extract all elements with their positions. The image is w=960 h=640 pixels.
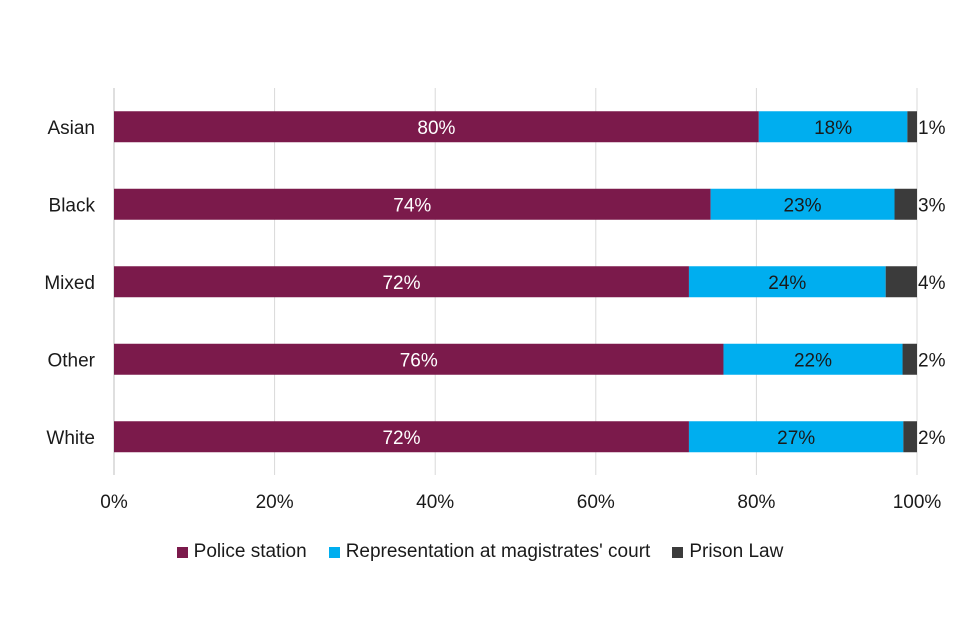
bar-white-prison-law (903, 421, 917, 453)
data-label-mixed-representation-at-magistrates-court: 24% (768, 273, 806, 294)
data-label-other-police-station: 76% (400, 350, 438, 371)
bar-white-police-station (114, 421, 689, 453)
legend: Police station Representation at magistr… (0, 538, 960, 566)
legend-item-prison-law: Prison Law (672, 541, 783, 563)
bar-black-representation-at-magistrates-court (710, 188, 895, 220)
category-label-white: White (46, 428, 95, 449)
category-label-other: Other (47, 350, 95, 371)
legend-swatch-police-station (176, 546, 188, 558)
bar-mixed-prison-law (885, 266, 917, 298)
data-label-asian-police-station: 80% (417, 118, 455, 139)
data-label-white-police-station: 72% (382, 428, 420, 449)
data-label-other-prison-law: 2% (918, 350, 946, 371)
bar-asian-prison-law (907, 111, 917, 143)
bar-asian-representation-at-magistrates-court (758, 111, 908, 143)
data-label-white-prison-law: 2% (918, 428, 946, 449)
x-tick-label: 100% (893, 492, 942, 513)
bar-mixed-police-station (114, 266, 689, 298)
data-label-black-representation-at-magistrates-court: 23% (784, 195, 822, 216)
bar-asian-police-station (114, 111, 759, 143)
bar-white-representation-at-magistrates-court (688, 421, 904, 453)
bar-other-representation-at-magistrates-court (723, 343, 903, 375)
legend-label-prison-law: Prison Law (689, 541, 784, 562)
legend-item-magistrates-court: Representation at magistrates' court (328, 541, 651, 563)
bar-mixed-representation-at-magistrates-court (688, 266, 886, 298)
x-tick-label: 20% (256, 492, 294, 513)
bar-black-police-station (114, 188, 711, 220)
legend-swatch-magistrates-court (328, 546, 340, 558)
data-label-mixed-prison-law: 4% (918, 273, 946, 294)
data-label-black-prison-law: 3% (918, 195, 946, 216)
legend-item-police-station: Police station (176, 541, 307, 563)
bar-other-police-station (114, 343, 724, 375)
x-tick-label: 0% (100, 492, 128, 513)
legend-label-magistrates-court: Representation at magistrates' court (345, 541, 651, 562)
category-label-mixed: Mixed (44, 273, 95, 294)
data-label-mixed-police-station: 72% (382, 273, 420, 294)
legend-swatch-prison-law (672, 546, 684, 558)
category-label-black: Black (49, 195, 96, 216)
bar-black-prison-law (894, 188, 917, 220)
data-label-black-police-station: 74% (393, 195, 431, 216)
category-label-asian: Asian (47, 118, 95, 139)
x-tick-label: 40% (416, 492, 454, 513)
data-label-asian-representation-at-magistrates-court: 18% (814, 118, 852, 139)
x-tick-label: 60% (577, 492, 615, 513)
bar-other-prison-law (902, 343, 917, 375)
legend-label-police-station: Police station (193, 541, 307, 562)
data-label-other-representation-at-magistrates-court: 22% (794, 350, 832, 371)
data-label-white-representation-at-magistrates-court: 27% (777, 428, 815, 449)
data-label-asian-prison-law: 1% (918, 118, 946, 139)
x-tick-label: 80% (737, 492, 775, 513)
